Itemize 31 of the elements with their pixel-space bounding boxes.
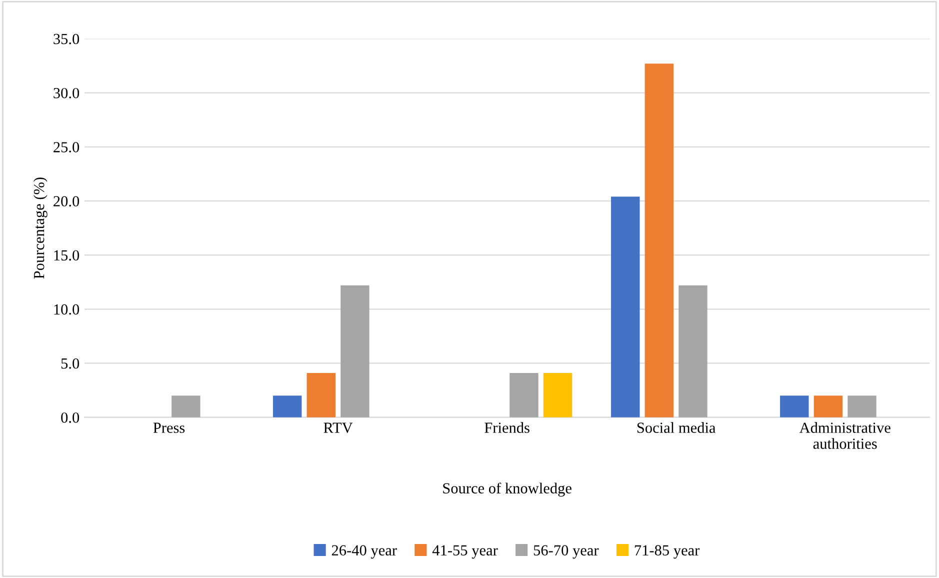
bar <box>510 372 538 418</box>
legend-label: 26-40 year <box>332 545 397 559</box>
bar <box>543 372 572 418</box>
bar <box>644 64 674 418</box>
bar <box>678 285 708 418</box>
bar <box>340 285 370 418</box>
y-tick-label: 30.0 <box>54 88 80 98</box>
bar <box>306 372 336 418</box>
x-tick-label: Social media <box>637 422 716 433</box>
legend-label: 56-70 year <box>534 545 599 559</box>
bar <box>611 196 640 418</box>
legend-label: 71-85 year <box>634 545 700 559</box>
bar <box>814 396 843 418</box>
legend-label: 41-55 year <box>432 545 498 559</box>
y-axis-title: Pourcentage (%) <box>33 178 48 279</box>
y-tick-label: 5.0 <box>61 358 80 369</box>
bar <box>848 396 876 418</box>
y-tick-label: 0.0 <box>61 412 80 423</box>
y-tick-label: 10.0 <box>54 304 80 315</box>
x-axis-title: Source of knowledge <box>443 482 572 497</box>
x-tick-label: Administrative authorities <box>799 422 890 449</box>
y-tick-label: 15.0 <box>54 250 80 261</box>
x-tick-label: Friends <box>484 422 530 433</box>
bar <box>780 396 809 418</box>
x-tick-label: RTV <box>324 422 353 434</box>
y-tick-label: 20.0 <box>54 196 80 206</box>
bar <box>172 396 200 418</box>
y-tick-label: 35.0 <box>54 34 80 44</box>
bar <box>272 396 302 418</box>
x-tick-label: Press <box>153 422 185 433</box>
y-tick-label: 25.0 <box>54 142 80 152</box>
